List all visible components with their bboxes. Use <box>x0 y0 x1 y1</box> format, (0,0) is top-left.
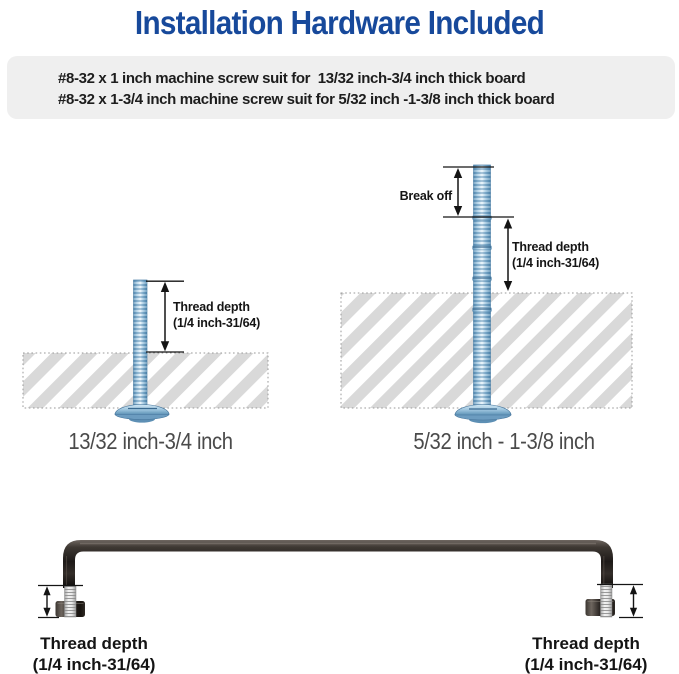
break-off-label: Break off <box>399 189 453 203</box>
handle-figure <box>38 540 643 619</box>
thread-depth-text: Thread depth <box>40 634 148 653</box>
thread-depth-text: Thread depth <box>173 300 250 314</box>
left-threaded-post <box>55 585 85 618</box>
thread-depth-range-text: (1/4 inch-31/64) <box>512 255 600 270</box>
right-threaded-post <box>585 583 615 618</box>
spec-line-2: #8-32 x 1-3/4 inch machine screw suit fo… <box>58 91 555 108</box>
short-screw-thread-depth-dimension <box>146 280 184 353</box>
thread-depth-range-text: (1/4 inch-31/64) <box>173 315 261 330</box>
screw-spec-box: #8-32 x 1 inch machine screw suit for 13… <box>7 56 675 119</box>
long-screw-thread-depth-dimension <box>503 218 513 291</box>
thread-depth-range-text: (1/4 inch-31/64) <box>524 654 648 674</box>
short-screw-thread-depth-label: Thread depth (1/4 inch-31/64) <box>173 300 260 331</box>
page-title: Installation Hardware Included <box>134 4 545 41</box>
handle-right-thread-depth-label: Thread depth (1/4 inch-31/64) <box>498 634 674 674</box>
long-screw-figure <box>340 164 633 424</box>
handle-bar <box>63 540 613 588</box>
long-screw-thread-depth-label: Thread depth (1/4 inch-31/64) <box>512 240 599 271</box>
break-off-dimension <box>443 166 514 218</box>
thin-board-thickness-label: 13/32 inch-3/4 inch <box>68 428 233 454</box>
thick-board-thickness-label: 5/32 inch - 1-3/8 inch <box>413 428 595 454</box>
long-break-off-screw <box>454 164 512 424</box>
short-machine-screw <box>114 279 170 423</box>
spec-line-1: #8-32 x 1 inch machine screw suit for 13… <box>58 70 526 87</box>
right-post-thread-depth-dimension <box>597 583 643 619</box>
thread-depth-text: Thread depth <box>512 240 589 254</box>
thread-depth-text: Thread depth <box>532 634 640 653</box>
left-post-thread-depth-dimension <box>38 584 83 619</box>
short-screw-figure <box>22 279 269 423</box>
thread-depth-range-text: (1/4 inch-31/64) <box>32 654 156 674</box>
handle-left-thread-depth-label: Thread depth (1/4 inch-31/64) <box>6 634 182 674</box>
